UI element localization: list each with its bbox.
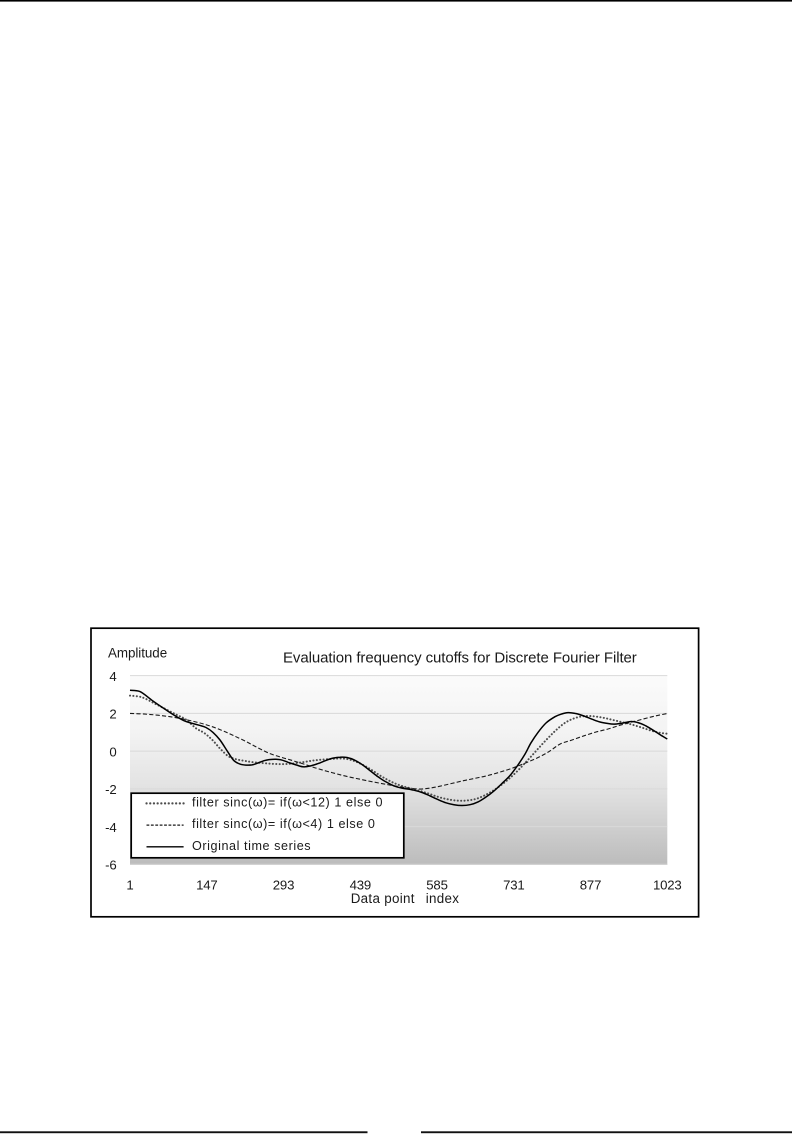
svg-text:147: 147: [196, 878, 217, 893]
svg-text:731: 731: [503, 878, 524, 893]
svg-text:Data point index: Data point index: [351, 891, 460, 906]
svg-text:Original time series: Original time series: [192, 839, 311, 853]
svg-text:877: 877: [580, 878, 601, 893]
svg-text:-4: -4: [105, 820, 116, 835]
svg-text:585: 585: [426, 878, 447, 893]
svg-text:1023: 1023: [653, 878, 682, 893]
svg-text:-6: -6: [105, 858, 116, 873]
svg-text:439: 439: [350, 878, 371, 893]
svg-text:0: 0: [109, 744, 116, 759]
svg-text:293: 293: [273, 878, 294, 893]
svg-text:4: 4: [109, 669, 116, 684]
svg-text:1: 1: [126, 878, 133, 893]
svg-text:Amplitude: Amplitude: [108, 646, 167, 661]
svg-text:filter sinc(ω)= if(ω<12) 1 els: filter sinc(ω)= if(ω<12) 1 else 0: [192, 795, 383, 809]
svg-text:filter sinc(ω)= if(ω<4) 1 else: filter sinc(ω)= if(ω<4) 1 else 0: [192, 817, 375, 831]
svg-text:2: 2: [109, 707, 116, 722]
svg-text:Evaluation frequency cutoffs f: Evaluation frequency cutoffs for Discret…: [283, 650, 637, 667]
svg-text:-2: -2: [105, 782, 116, 797]
